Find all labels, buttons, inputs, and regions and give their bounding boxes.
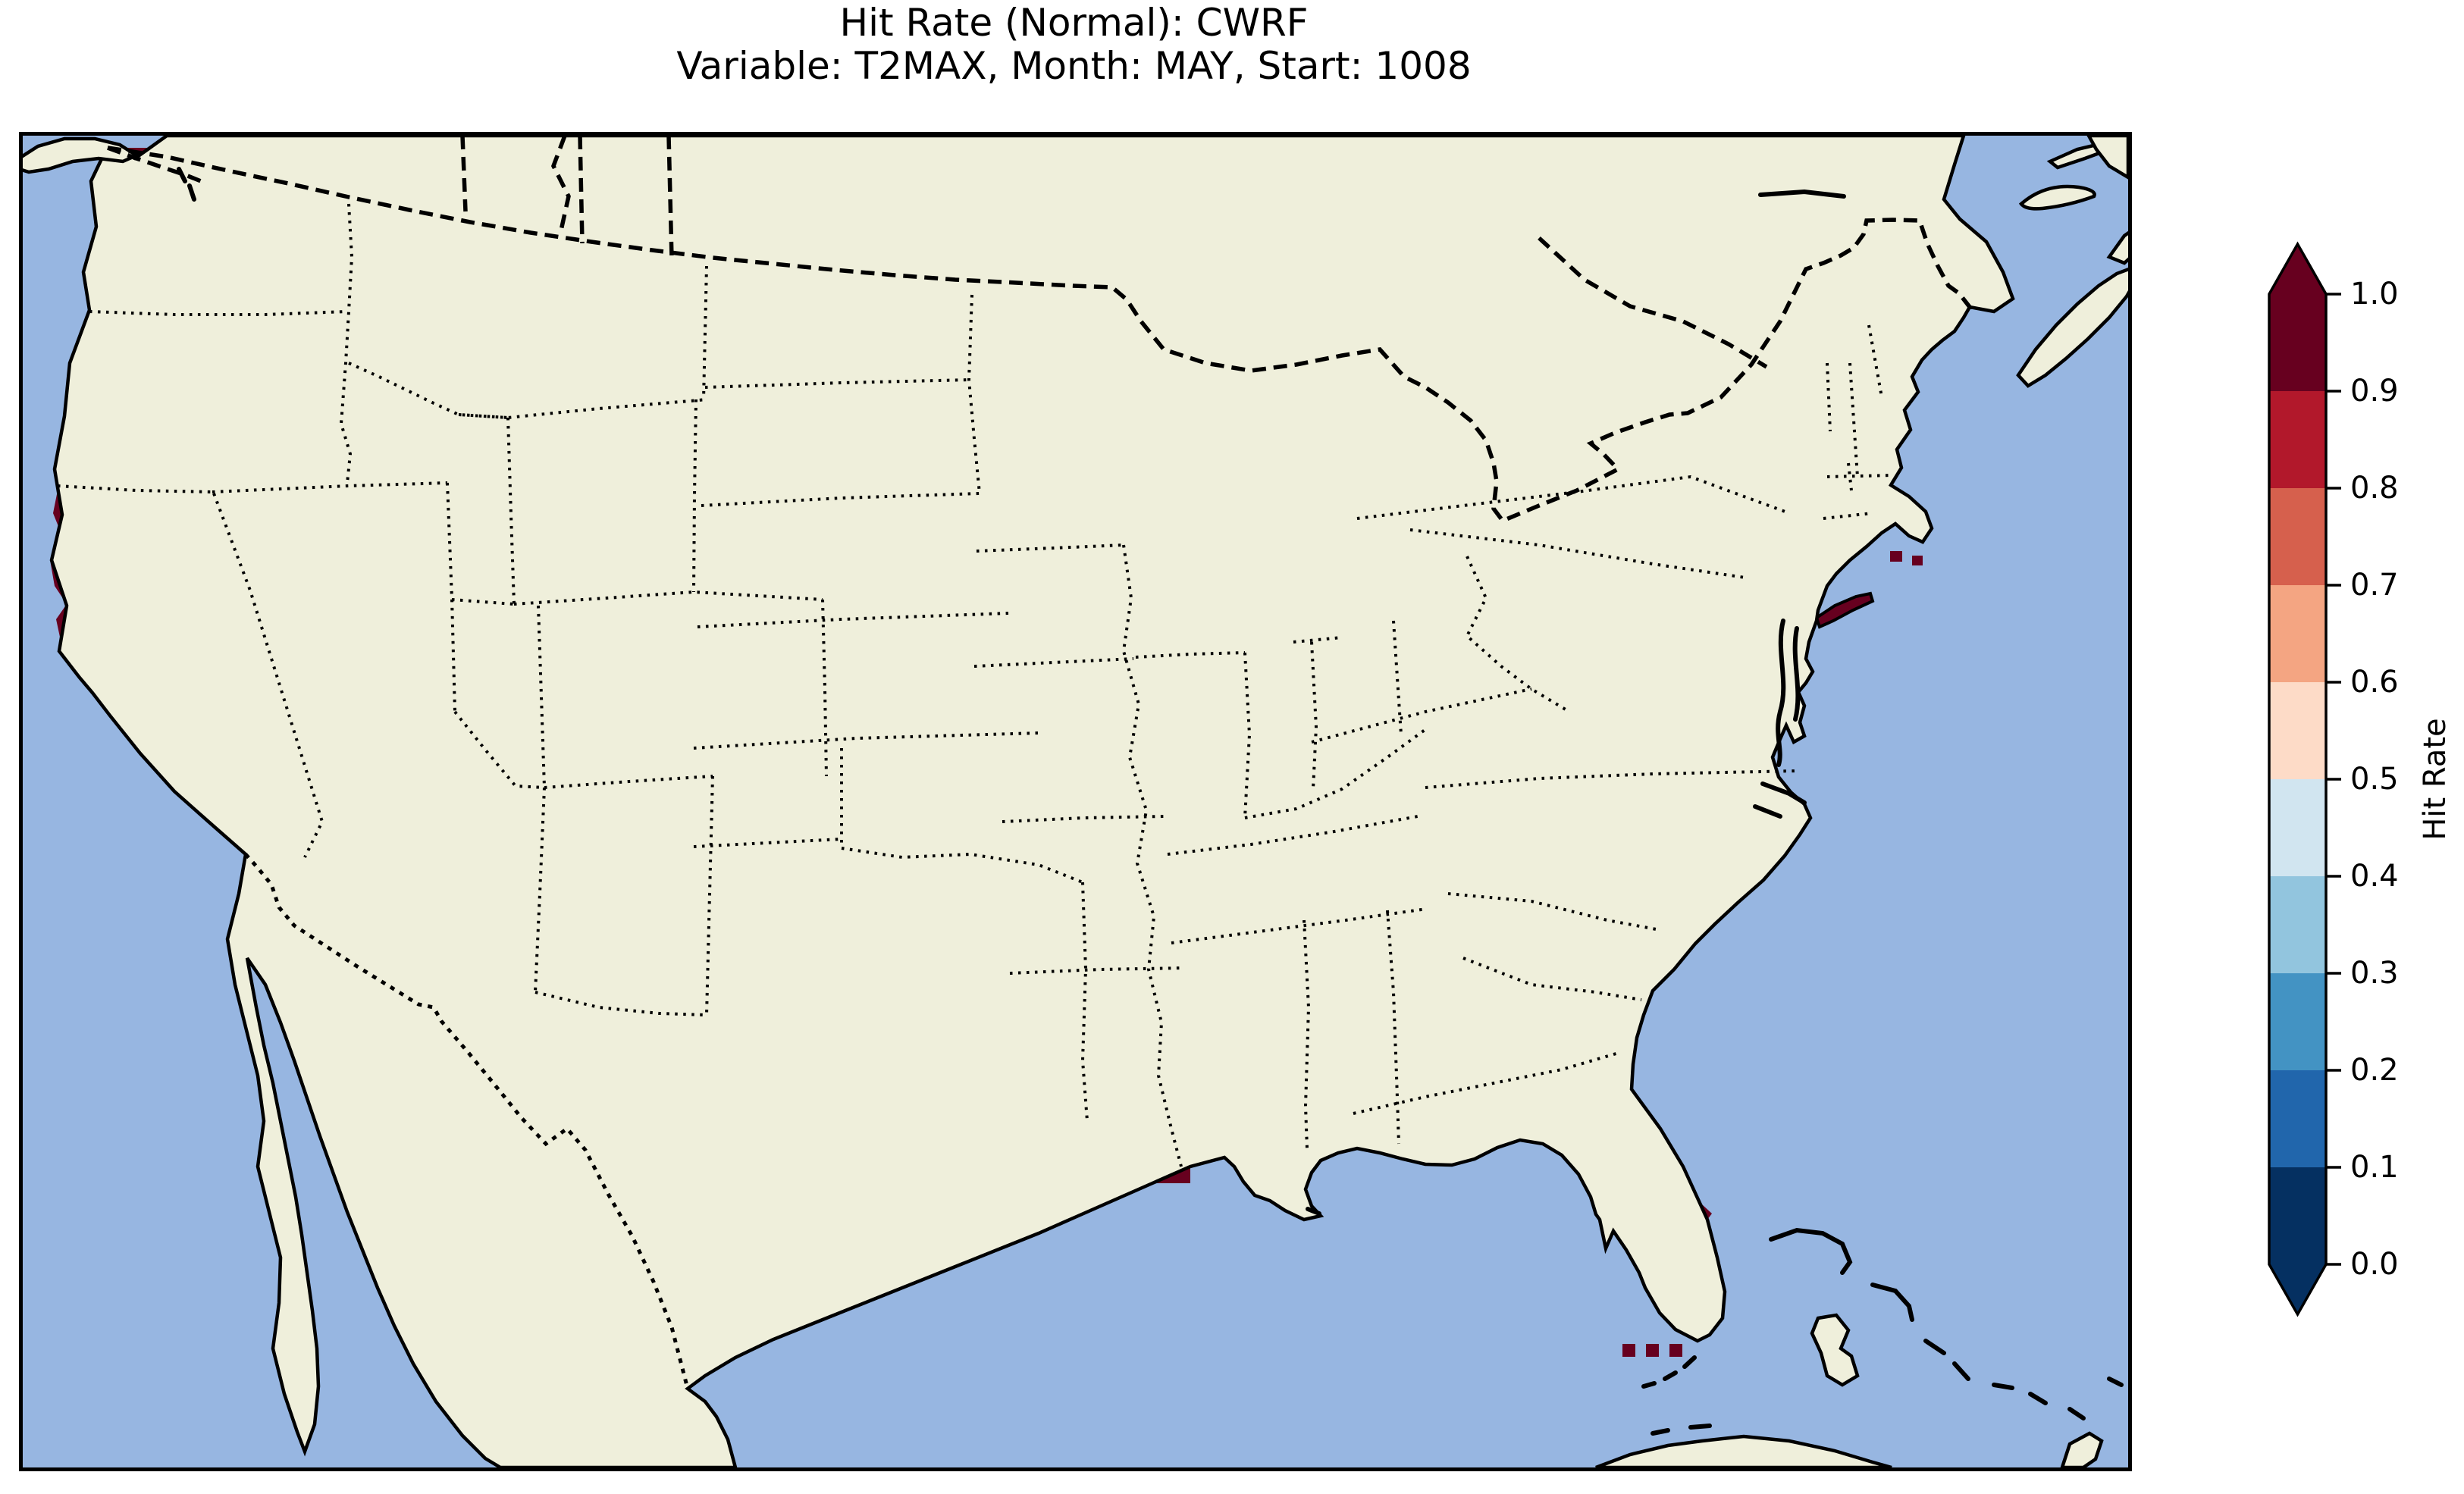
national-borders	[107, 136, 1972, 524]
colorbar-tick-label: 0.3	[2350, 956, 2399, 991]
colorbar-svg: 1.0 0.9 0.8 0.7 0.6 0.5 0.4 0.3 0.2 0.1 0.0 Hit Rat…	[2268, 241, 2453, 1317]
colorbar-segment	[2269, 294, 2326, 392]
colorbar-tick-label: 1.0	[2350, 277, 2399, 312]
colorbar-segment	[2269, 779, 2326, 877]
nova-scotia	[2016, 267, 2128, 388]
map-axes	[19, 132, 2132, 1471]
bahamas-se-4	[2028, 1392, 2048, 1405]
colorbar-segment	[2269, 973, 2326, 1071]
us-mexico-border	[244, 853, 690, 1389]
colorbar-segment	[2269, 391, 2326, 489]
cuba	[1595, 1434, 1892, 1467]
alberta-saskatchewan-border	[460, 136, 468, 212]
saskatchewan-manitoba-border	[578, 136, 585, 244]
colorbar-tick-label: 0.1	[2350, 1150, 2399, 1185]
chesapeake-bay	[1776, 619, 1801, 767]
colorbar-segment	[2269, 876, 2326, 974]
long-island	[1814, 591, 1875, 629]
state-borders	[57, 203, 1892, 1167]
mississippi-delta-detail	[1306, 1207, 1321, 1216]
title-line-1: Hit Rate (Normal): CWRF	[839, 1, 1309, 45]
cuba-keys	[1651, 1424, 1712, 1436]
map-svg	[23, 136, 2128, 1467]
colorbar-tick-label: 0.6	[2350, 665, 2399, 700]
colorbar-segment	[2269, 1167, 2326, 1265]
bahamas-se-1	[1923, 1339, 1946, 1355]
colorbar-axis-label: Hit Rate	[2418, 718, 2453, 840]
bahamas-se-3	[1992, 1383, 2014, 1390]
colorbar-tick-label: 0.4	[2350, 859, 2399, 894]
juan-de-fuca-border	[107, 146, 202, 183]
grand-bahama-abaco	[1769, 1227, 1853, 1275]
ottawa-river	[1758, 189, 1846, 199]
colorbar-segment	[2269, 585, 2326, 683]
bahamas-se-2	[1952, 1361, 1970, 1381]
bahamas-se-5	[2067, 1407, 2086, 1420]
colorbar: 1.0 0.9 0.8 0.7 0.6 0.5 0.4 0.3 0.2 0.1 0.0 Hit Rat…	[2244, 216, 2464, 1338]
colorbar-extend-under	[2269, 1264, 2326, 1314]
florida-keys	[1641, 1355, 1697, 1389]
turks	[2107, 1377, 2124, 1387]
colorbar-tick-label: 0.7	[2350, 568, 2399, 603]
cape-breton	[2106, 230, 2128, 265]
newfoundland-corner	[2086, 136, 2128, 180]
island-chains	[177, 167, 2124, 1436]
bc-alberta-border	[551, 136, 571, 231]
ontario-quebec-border	[1538, 236, 1768, 369]
andros-island	[1810, 1313, 1860, 1387]
chart-title: Hit Rate (Normal): CWRF Variable: T2MAX,…	[21, 2, 2127, 88]
colorbar-tick-label: 0.9	[2350, 374, 2399, 409]
title-line-2: Variable: T2MAX, Month: MAY, Start: 1008	[676, 44, 1472, 88]
isolated-data-cells	[1622, 551, 1923, 1357]
hispaniola-corner	[2060, 1431, 2104, 1467]
colorbar-segment	[2269, 682, 2326, 780]
eleuthera	[1870, 1283, 1914, 1322]
colorbar-segment	[2269, 488, 2326, 586]
colorbar-tick-label: 0.8	[2350, 471, 2399, 506]
pamlico-sound	[1753, 781, 1807, 819]
colorbar-tick-label: 0.5	[2350, 762, 2399, 797]
colorbar-tick-label: 0.2	[2350, 1053, 2399, 1088]
us-canada-border	[107, 146, 1972, 524]
colorbar-tick-label: 0.0	[2350, 1247, 2399, 1282]
colorbar-extend-over	[2269, 244, 2326, 294]
prince-edward-island	[2018, 184, 2096, 211]
colorbar-segment	[2269, 1070, 2326, 1168]
